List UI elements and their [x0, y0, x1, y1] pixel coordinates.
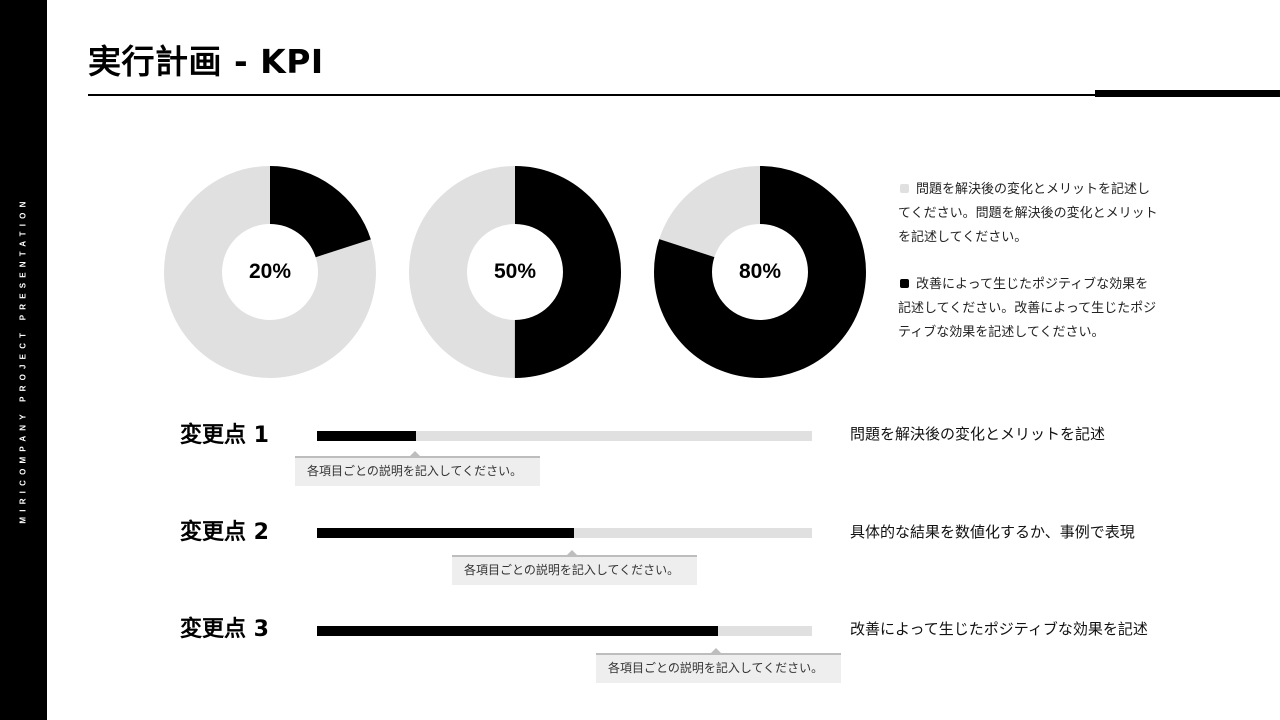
page-title: 実行計画 - KPI	[88, 42, 324, 81]
donut-chart-3: 80%	[654, 166, 866, 378]
progress-bar-3	[317, 626, 812, 636]
title-underline	[88, 94, 1098, 96]
progress-bar-3-fill	[317, 626, 718, 636]
legend-item-2: 改善によって生じたポジティブな効果を記述してください。改善によって生じたポジティ…	[898, 273, 1160, 345]
kpi-label-3: 変更点 3	[180, 617, 269, 642]
kpi-description-3: 改善によって生じたポジティブな効果を記述	[850, 620, 1148, 638]
progress-bar-2-fill	[317, 528, 575, 538]
progress-bar-1	[317, 431, 812, 441]
legend-text-2: 改善によって生じたポジティブな効果を記述してください。改善によって生じたポジティ…	[898, 277, 1157, 340]
donut-chart-1: 20%	[164, 166, 376, 378]
kpi-tooltip-2: 各項目ごとの説明を記入してください。	[452, 550, 697, 585]
sidebar: MIRICOMPANY PROJECT PRESENTATION	[0, 0, 47, 720]
progress-bar-2	[317, 528, 812, 538]
donut-chart-2-percent: 50%	[493, 260, 537, 283]
sidebar-vertical-text: MIRICOMPANY PROJECT PRESENTATION	[18, 196, 28, 524]
kpi-tooltip-3: 各項目ごとの説明を記入してください。	[596, 648, 841, 683]
title-underline-accent	[1095, 90, 1280, 97]
legend-item-1: 問題を解決後の変化とメリットを記述してください。問題を解決後の変化とメリットを記…	[898, 178, 1160, 250]
legend-swatch-dark	[900, 279, 909, 288]
progress-bar-1-fill	[317, 431, 416, 441]
kpi-description-1: 問題を解決後の変化とメリットを記述	[850, 425, 1106, 443]
donut-chart-3-graphic	[654, 166, 866, 378]
legend-swatch-light	[900, 184, 909, 193]
donut-chart-1-percent: 20%	[248, 260, 292, 283]
kpi-description-2: 具体的な結果を数値化するか、事例で表現	[850, 523, 1135, 541]
donut-chart-2-graphic	[409, 166, 621, 378]
kpi-label-1: 変更点 1	[180, 423, 269, 448]
donut-chart-3-percent: 80%	[738, 260, 782, 283]
legend-text-1: 問題を解決後の変化とメリットを記述してください。問題を解決後の変化とメリットを記…	[898, 182, 1158, 245]
donut-chart-1-graphic	[164, 166, 376, 378]
donut-chart-2: 50%	[409, 166, 621, 378]
kpi-tooltip-1: 各項目ごとの説明を記入してください。	[295, 451, 540, 486]
kpi-label-2: 変更点 2	[180, 520, 269, 545]
